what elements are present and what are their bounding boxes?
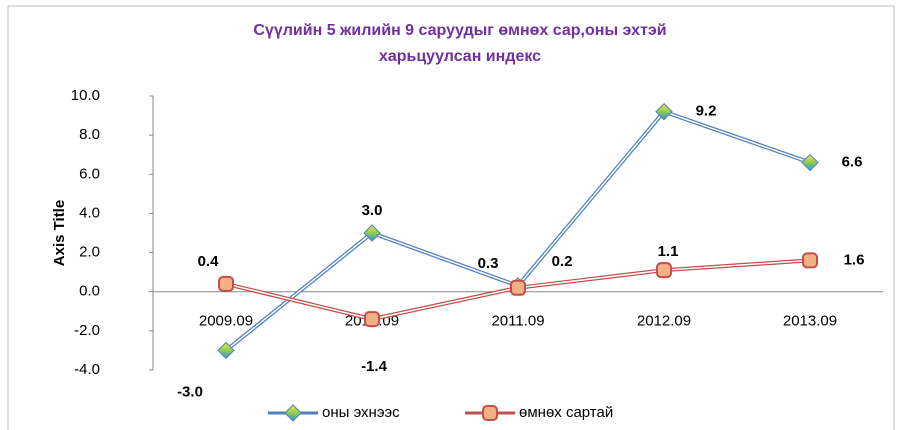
- data-label: 9.2: [696, 103, 717, 120]
- x-tick-label: 2012.09: [637, 313, 691, 330]
- marker: [801, 153, 819, 172]
- y-axis-title: Axis Title: [51, 200, 68, 266]
- y-tick-label: 4.0: [79, 204, 100, 221]
- x-tick-label: 2013.09: [783, 313, 837, 330]
- data-label: 0.3: [478, 255, 499, 272]
- y-tick-label: 2.0: [79, 244, 100, 261]
- marker: [364, 311, 380, 328]
- marker: [510, 279, 526, 296]
- marker: [802, 252, 818, 269]
- y-tick-label: 6.0: [79, 165, 100, 182]
- data-label: 3.0: [362, 202, 383, 219]
- y-tick-label: 0.0: [79, 283, 100, 300]
- y-tick-label: -2.0: [74, 322, 100, 339]
- x-tick-label: 2011.09: [491, 313, 544, 330]
- legend-label: оны эхнээс: [322, 404, 400, 421]
- x-tick-label: 2009.09: [199, 313, 253, 330]
- data-label: 1.6: [844, 251, 865, 268]
- data-label: 1.1: [658, 243, 679, 260]
- y-tick-label: -4.0: [74, 361, 100, 378]
- chart-frame: [7, 5, 895, 430]
- legend-label: өмнөх сартай: [519, 404, 613, 421]
- data-label: -1.4: [361, 358, 388, 375]
- data-label: -3.0: [177, 383, 203, 400]
- chart-title: Сүүлийн 5 жилийн 9 саруудыг өмнөх сар,он…: [253, 22, 667, 65]
- y-tick-label: 10.0: [71, 87, 100, 104]
- legend-marker: [284, 404, 302, 422]
- data-label: 0.4: [198, 253, 220, 270]
- marker: [656, 262, 672, 279]
- marker: [655, 102, 673, 121]
- legend-marker: [482, 405, 498, 421]
- y-tick-label: 8.0: [79, 126, 100, 143]
- marker: [218, 275, 234, 292]
- data-label: 0.2: [552, 253, 573, 270]
- data-label: 6.6: [842, 154, 863, 171]
- marker: [217, 341, 235, 360]
- marker: [363, 224, 381, 242]
